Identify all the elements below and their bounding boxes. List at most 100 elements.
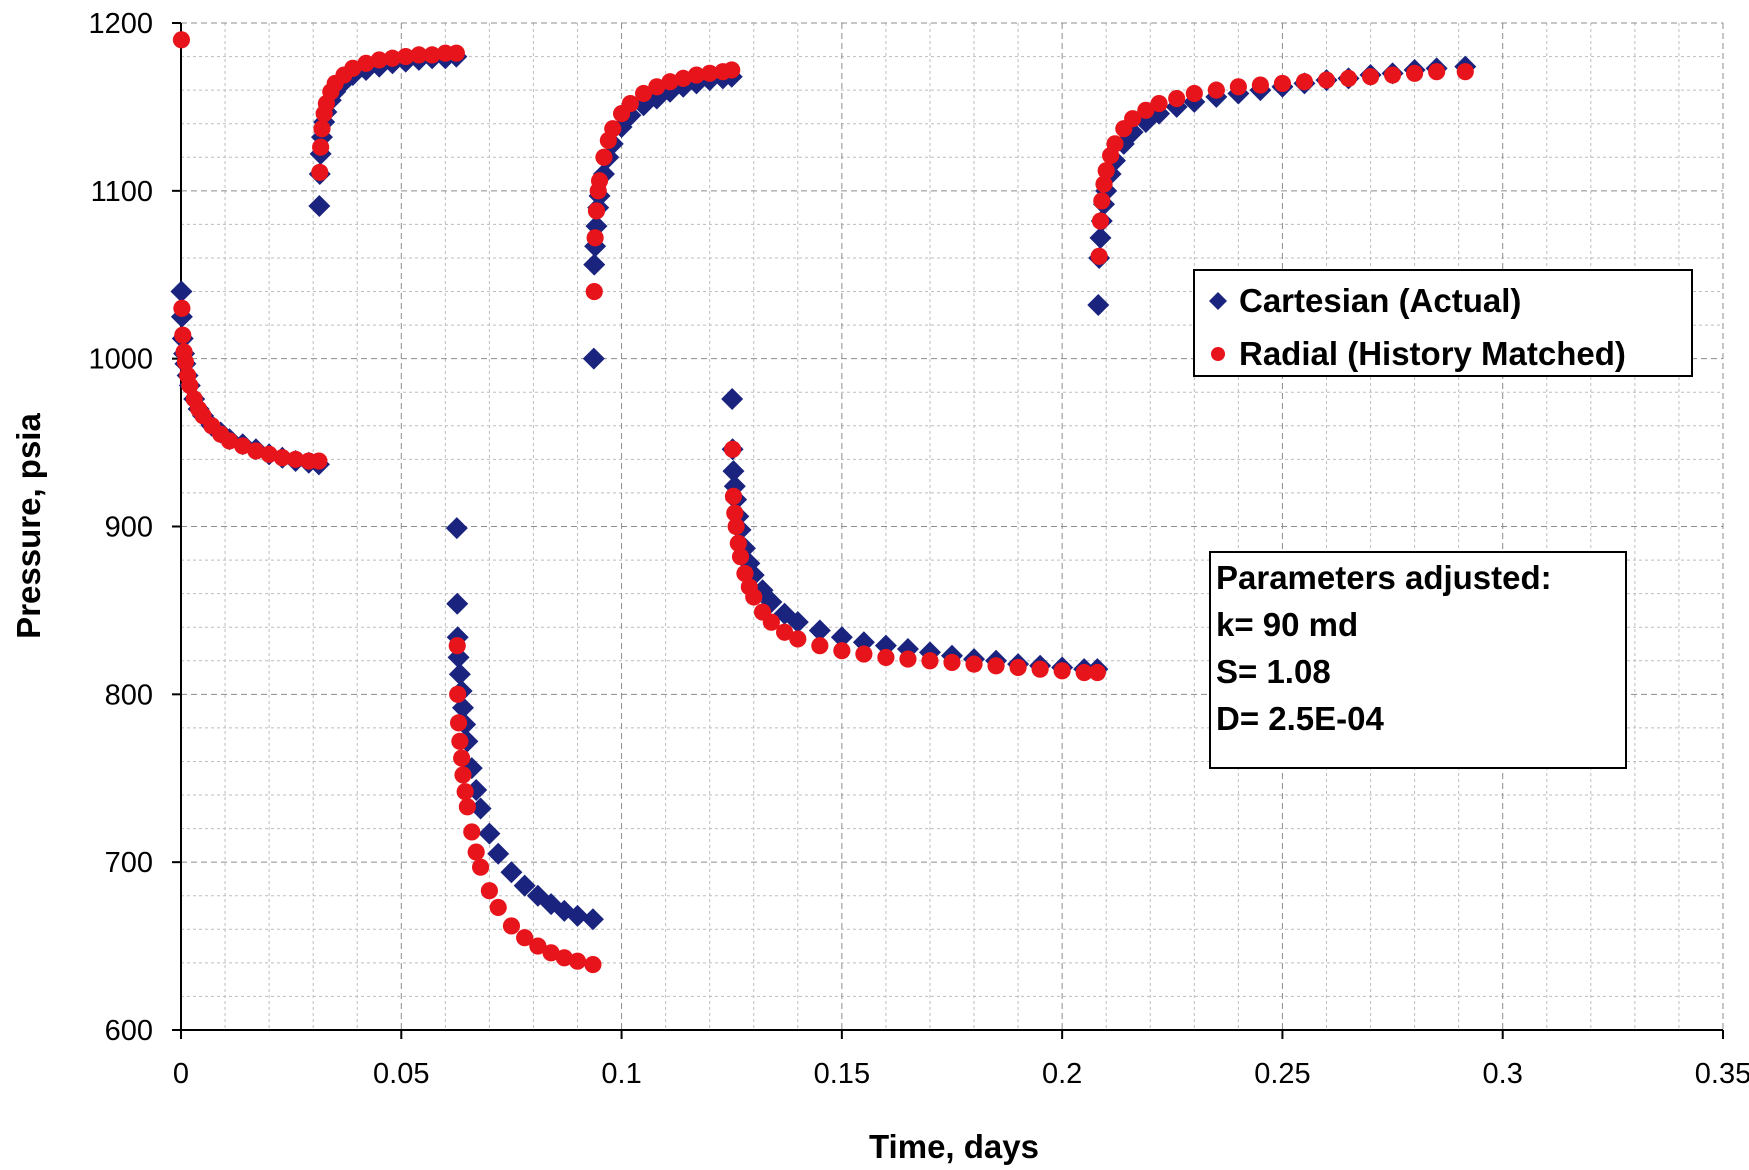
legend-marker-radial (1210, 346, 1226, 362)
radial-data-point (1207, 81, 1225, 99)
radial-data-point (449, 685, 467, 703)
x-tick-label: 0.1 (601, 1058, 641, 1090)
radial-data-point (273, 449, 291, 467)
x-tick-label: 0.35 (1695, 1058, 1749, 1090)
radial-data-point (585, 282, 603, 301)
radial-data-point (1009, 658, 1027, 677)
radial-data-point (311, 163, 329, 181)
radial-data-point (1273, 74, 1292, 92)
x-tick-label: 0.25 (1254, 1058, 1310, 1090)
annotation-line-d: D= 2.5E-04 (1216, 700, 1384, 737)
cartesian-data-point (448, 663, 471, 686)
radial-data-point (724, 440, 742, 458)
data-series (170, 31, 1477, 974)
radial-data-point (921, 652, 939, 670)
cartesian-data-point (722, 460, 745, 483)
annotation-line-k: k= 90 md (1216, 606, 1358, 643)
radial-data-point (687, 66, 706, 84)
y-tick-label: 600 (105, 1015, 153, 1047)
radial-data-point (729, 534, 747, 552)
radial-data-point (410, 46, 428, 64)
radial-data-point (1137, 101, 1155, 119)
cartesian-data-point (445, 517, 468, 540)
radial-data-point (855, 645, 873, 663)
radial-data-point (661, 73, 679, 91)
radial-data-point (383, 49, 402, 67)
radial-data-point (313, 120, 331, 138)
radial-data-point (586, 229, 604, 247)
radial-data-point (502, 917, 521, 935)
radial-data-point (568, 952, 587, 970)
radial-data-point (463, 823, 481, 841)
radial-data-point (448, 637, 466, 655)
radial-data-point (449, 714, 468, 732)
radial-data-point (723, 61, 741, 79)
radial-data-point (899, 650, 917, 668)
cartesian-data-point (308, 194, 331, 217)
legend-label-cartesian: Cartesian (Actual) (1239, 282, 1521, 319)
radial-data-point (987, 657, 1005, 675)
radial-data-point (877, 648, 895, 666)
radial-data-point (555, 949, 573, 967)
legend-box (1193, 269, 1693, 377)
radial-data-point (745, 588, 763, 606)
y-axis-ticks: 600 700 800 900 1000 1100 1200 (88, 8, 181, 1047)
cartesian-data-point (583, 253, 606, 276)
radial-data-point (731, 548, 750, 566)
cartesian-data-point (500, 861, 523, 884)
y-tick-label: 1000 (88, 344, 153, 376)
radial-data-point (181, 376, 199, 395)
cartesian-data-point (469, 797, 492, 820)
major-gridlines (181, 22, 1724, 1030)
x-tick-label: 0 (173, 1058, 189, 1090)
cartesian-data-point (487, 842, 510, 865)
radial-data-point (943, 653, 961, 672)
radial-data-point (590, 172, 609, 190)
x-tick-label: 0.05 (373, 1058, 429, 1090)
radial-data-point (965, 655, 983, 673)
radial-data-point (584, 955, 602, 974)
radial-data-point (595, 148, 613, 166)
x-tick-label: 0.2 (1042, 1058, 1082, 1090)
legend-marker-cartesian (1209, 292, 1227, 310)
radial-data-point (1075, 663, 1093, 682)
cartesian-data-point (830, 626, 853, 649)
radial-data-point (454, 766, 472, 784)
y-tick-label: 1200 (88, 8, 153, 40)
cartesian-data-point (446, 592, 469, 615)
radial-data-point (833, 642, 851, 660)
radial-data-point (456, 783, 474, 801)
radial-data-point (727, 517, 745, 536)
radial-data-point (1251, 76, 1269, 94)
radial-data-point (1095, 175, 1113, 193)
radial-data-point (344, 59, 362, 77)
x-tick-label: 0.15 (814, 1058, 870, 1090)
annotation-line-title: Parameters adjusted: (1216, 559, 1552, 596)
radial-data-point (762, 613, 780, 631)
radial-data-point (174, 326, 192, 344)
radial-data-point (1124, 110, 1142, 128)
radial-data-point (447, 44, 465, 62)
radial-data-point (674, 69, 692, 87)
radial-data-point (701, 64, 719, 82)
cartesian-data-point (478, 822, 501, 845)
radial-data-point (286, 450, 305, 468)
legend-label-radial: Radial (History Matched) (1239, 335, 1626, 372)
annotation-line-s: S= 1.08 (1216, 653, 1331, 690)
radial-data-point (310, 452, 328, 470)
radial-data-point (467, 843, 485, 861)
radial-data-point (1088, 663, 1106, 682)
radial-data-point (1428, 63, 1446, 81)
radial-data-point (648, 78, 666, 96)
radial-data-point (1031, 660, 1049, 678)
radial-data-point (1383, 66, 1402, 84)
radial-data-point (472, 858, 490, 876)
radial-data-point (1093, 192, 1111, 210)
radial-data-point (370, 51, 388, 69)
radial-data-point (1317, 71, 1336, 89)
radial-data-point (1361, 68, 1380, 86)
cartesian-data-point (808, 619, 831, 642)
radial-data-point (724, 487, 743, 505)
radial-data-point (1339, 69, 1358, 87)
